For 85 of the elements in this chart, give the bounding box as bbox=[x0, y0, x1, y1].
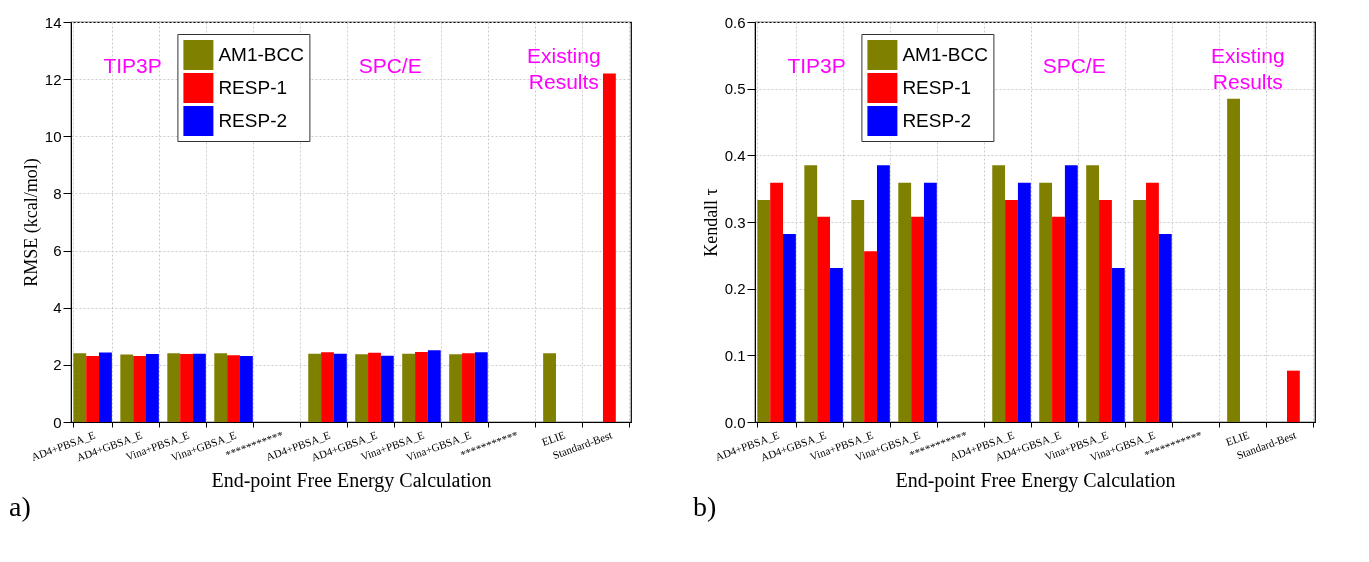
y-tick-label: 0.2 bbox=[724, 280, 746, 298]
y-axis-title: RMSE (kcal/mol) bbox=[20, 158, 42, 287]
bar bbox=[99, 352, 112, 422]
bar bbox=[402, 353, 416, 422]
bar bbox=[167, 353, 181, 422]
bar bbox=[133, 356, 147, 422]
bar bbox=[239, 356, 253, 422]
bar bbox=[415, 352, 428, 422]
annotation: Existing Results bbox=[527, 44, 601, 93]
bar bbox=[146, 354, 159, 422]
bar bbox=[817, 216, 831, 422]
bar bbox=[1227, 98, 1240, 422]
legend-label: RESP-1 bbox=[218, 77, 288, 98]
bar bbox=[333, 353, 347, 422]
bar bbox=[1099, 200, 1112, 422]
bar bbox=[1146, 182, 1159, 422]
y-tick-label: 0.0 bbox=[724, 413, 746, 431]
bar bbox=[992, 165, 1006, 422]
bar bbox=[1064, 165, 1078, 422]
bar bbox=[923, 182, 937, 422]
bar bbox=[308, 353, 322, 422]
text: a) bbox=[9, 491, 31, 522]
bar bbox=[1005, 200, 1018, 422]
y-tick-label: 6 bbox=[53, 242, 62, 260]
bar bbox=[86, 356, 100, 422]
legend-label: RESP-2 bbox=[902, 110, 972, 131]
bar bbox=[876, 165, 890, 422]
bar bbox=[898, 182, 912, 422]
y-tick-label: 8 bbox=[53, 184, 62, 202]
bar bbox=[355, 354, 369, 422]
bar bbox=[1086, 165, 1100, 422]
y-tick-label: 10 bbox=[44, 127, 62, 145]
bar bbox=[1039, 182, 1053, 422]
legend-label: RESP-2 bbox=[218, 110, 288, 131]
bar bbox=[1017, 182, 1031, 422]
y-tick-label: 0.1 bbox=[724, 346, 746, 364]
bar bbox=[462, 353, 475, 422]
bar bbox=[227, 355, 240, 422]
annotation: SPC/E bbox=[358, 54, 422, 77]
bar bbox=[1111, 268, 1125, 422]
x-axis-title: End-point Free Energy Calculation bbox=[895, 469, 1176, 493]
y-tick-label: 0.6 bbox=[724, 13, 746, 31]
bar bbox=[1158, 234, 1172, 422]
x-axis-title: End-point Free Energy Calculation bbox=[211, 469, 492, 493]
y-tick-label: 12 bbox=[44, 70, 62, 88]
bar bbox=[380, 355, 394, 422]
bar bbox=[602, 73, 616, 422]
bar bbox=[830, 268, 843, 422]
bar bbox=[804, 165, 818, 422]
legend-label: AM1-BCC bbox=[902, 44, 988, 65]
legend-label: RESP-1 bbox=[902, 77, 972, 98]
annotation: SPC/E bbox=[1042, 54, 1106, 77]
bar bbox=[427, 350, 441, 422]
bar bbox=[783, 234, 796, 422]
bar bbox=[449, 354, 463, 422]
y-tick-label: 0 bbox=[53, 413, 62, 431]
bar bbox=[214, 353, 228, 422]
bar bbox=[911, 216, 924, 422]
y-tick-label: 0.4 bbox=[724, 146, 746, 164]
annotation: TIP3P bbox=[787, 54, 846, 77]
bar bbox=[368, 352, 381, 422]
y-tick-label: 0.5 bbox=[724, 80, 746, 98]
bar bbox=[1052, 216, 1065, 422]
bar bbox=[757, 200, 771, 422]
y-tick-label: 4 bbox=[53, 299, 62, 317]
text: b) bbox=[693, 491, 717, 522]
bar bbox=[192, 353, 206, 422]
bar bbox=[1133, 200, 1147, 422]
bar bbox=[120, 354, 134, 422]
bar bbox=[543, 353, 556, 422]
y-tick-label: 0.3 bbox=[724, 213, 746, 231]
bar bbox=[73, 353, 87, 422]
y-tick-label: 14 bbox=[44, 13, 62, 31]
bar bbox=[180, 354, 193, 422]
legend-label: AM1-BCC bbox=[218, 44, 304, 65]
bar bbox=[851, 200, 865, 422]
bar bbox=[770, 182, 784, 422]
y-tick-label: 2 bbox=[53, 356, 62, 374]
annotation: Existing Results bbox=[1211, 44, 1285, 93]
annotation: TIP3P bbox=[103, 54, 162, 77]
bar bbox=[864, 251, 877, 422]
bar bbox=[474, 352, 488, 422]
y-axis-title: Kendall τ bbox=[700, 188, 721, 257]
bar bbox=[1286, 370, 1300, 422]
bar bbox=[321, 352, 334, 422]
